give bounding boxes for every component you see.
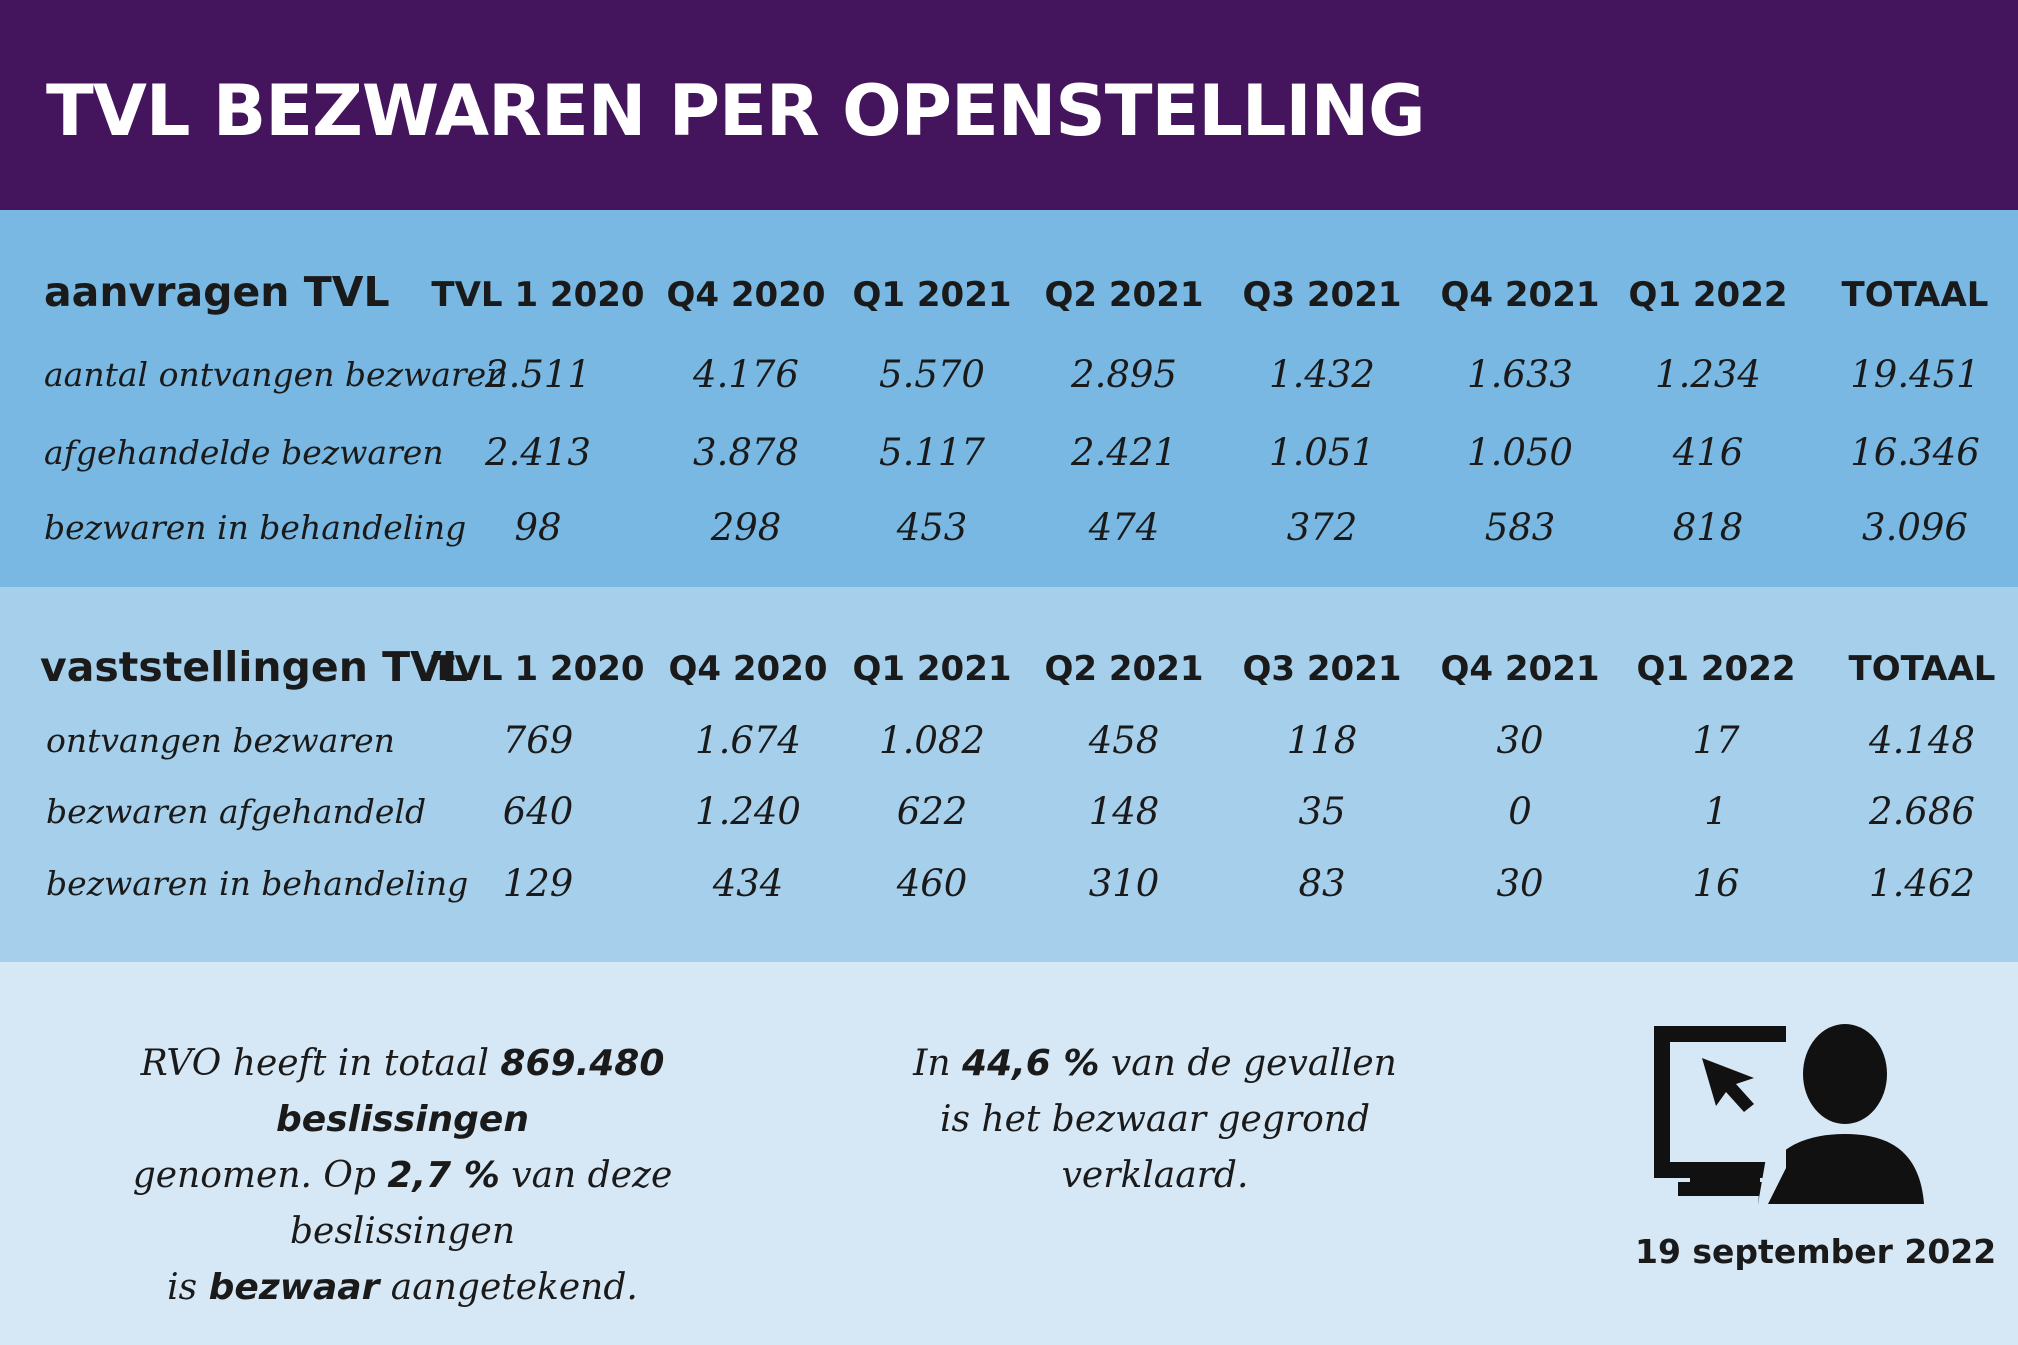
table-cell: 458: [1088, 719, 1160, 762]
column-header: Q3 2021: [1242, 275, 1402, 315]
table-cell: 1.082: [879, 719, 985, 762]
table-cell: 1.234: [1655, 353, 1761, 396]
table-cell: 310: [1088, 862, 1160, 905]
table-cell: 818: [1672, 506, 1744, 549]
summary-section: RVO heeft in totaal 869.480 beslissingen…: [0, 962, 2018, 1345]
table-cell: 769: [502, 719, 574, 762]
aanvragen-section: aanvragen TVL TVL 1 2020 Q4 2020 Q1 2021 Q2…: [0, 210, 2018, 587]
table-cell: 30: [1496, 719, 1544, 762]
table-cell: 4.176: [693, 353, 799, 396]
note-left-line-2: genomen. Op 2,7 % van deze beslissingen: [132, 1155, 673, 1252]
note-left-line-3: is bezwaar aangetekend.: [167, 1267, 638, 1308]
row-label: aantal ontvangen bezwaren: [44, 355, 508, 394]
column-header: Q4 2020: [666, 275, 826, 315]
table-cell: 640: [502, 790, 574, 833]
table-cell: 3.096: [1862, 506, 1968, 549]
table-cell: 17: [1692, 719, 1740, 762]
column-header: TOTAAL: [1841, 275, 1989, 315]
row-label: ontvangen bezwaren: [46, 721, 395, 760]
table-cell: 118: [1286, 719, 1358, 762]
table-cell: 148: [1088, 790, 1160, 833]
table-cell: 372: [1286, 506, 1358, 549]
column-header: Q3 2021: [1242, 649, 1402, 689]
table-cell: 2.413: [485, 431, 591, 474]
table-cell: 416: [1672, 431, 1744, 474]
summary-note-right: In 44,6 % van de gevallen is het bezwaar…: [855, 1036, 1455, 1204]
table-cell: 474: [1088, 506, 1160, 549]
column-header: Q1 2021: [852, 275, 1012, 315]
user-at-computer-icon: [1654, 1024, 1924, 1204]
table-cell: 453: [896, 506, 968, 549]
header-bar: TVL BEZWAREN PER OPENSTELLING: [0, 0, 2018, 210]
note-left-line-1: RVO heeft in totaal 869.480 beslissingen: [140, 1043, 665, 1140]
date-label: 19 september 2022: [1635, 1232, 1997, 1271]
row-label: bezwaren in behandeling: [44, 508, 467, 547]
table-cell: 35: [1298, 790, 1346, 833]
column-header: Q4 2021: [1440, 275, 1600, 315]
column-header: TVL 1 2020: [431, 649, 645, 689]
column-header: Q1 2022: [1628, 275, 1788, 315]
row-label: bezwaren afgehandeld: [46, 792, 427, 831]
table-cell: 5.570: [879, 353, 985, 396]
table-cell: 1.051: [1269, 431, 1375, 474]
table-cell: 1.462: [1869, 862, 1975, 905]
column-header: Q4 2020: [668, 649, 828, 689]
table-cell: 16: [1692, 862, 1740, 905]
column-header: Q4 2021: [1440, 649, 1600, 689]
column-header: Q1 2021: [852, 649, 1012, 689]
vaststellingen-section: vaststellingen TVL TVL 1 2020 Q4 2020 Q1 2…: [0, 587, 2018, 962]
page-title: TVL BEZWAREN PER OPENSTELLING: [46, 70, 1426, 152]
row-label: afgehandelde bezwaren: [44, 433, 444, 472]
table-cell: 2.511: [485, 353, 591, 396]
column-header: Q1 2022: [1636, 649, 1796, 689]
table-cell: 2.686: [1869, 790, 1975, 833]
column-header: TVL 1 2020: [431, 275, 645, 315]
table-cell: 2.895: [1071, 353, 1177, 396]
column-header: TOTAAL: [1848, 649, 1996, 689]
table-cell: 1.050: [1467, 431, 1573, 474]
column-header: Q2 2021: [1044, 275, 1204, 315]
table-cell: 1.674: [695, 719, 801, 762]
table-cell: 622: [896, 790, 968, 833]
aanvragen-title: aanvragen TVL: [44, 268, 390, 316]
table-cell: 0: [1508, 790, 1532, 833]
table-cell: 1.432: [1269, 353, 1375, 396]
table-cell: 83: [1298, 862, 1346, 905]
table-cell: 4.148: [1869, 719, 1975, 762]
table-cell: 16.346: [1850, 431, 1980, 474]
table-cell: 1.240: [695, 790, 801, 833]
table-cell: 1: [1704, 790, 1728, 833]
table-cell: 5.117: [879, 431, 985, 474]
column-header: Q2 2021: [1044, 649, 1204, 689]
summary-note-left: RVO heeft in totaal 869.480 beslissingen…: [40, 1036, 765, 1316]
note-right-line-1: In 44,6 % van de gevallen: [913, 1043, 1397, 1084]
table-cell: 298: [710, 506, 782, 549]
table-cell: 3.878: [693, 431, 799, 474]
table-cell: 30: [1496, 862, 1544, 905]
table-cell: 1.633: [1467, 353, 1573, 396]
table-cell: 583: [1484, 506, 1556, 549]
table-cell: 460: [896, 862, 968, 905]
table-cell: 129: [502, 862, 574, 905]
table-cell: 434: [712, 862, 784, 905]
note-right-line-2: is het bezwaar gegrond verklaard.: [939, 1099, 1371, 1196]
vaststellingen-title: vaststellingen TVL: [40, 643, 468, 691]
table-cell: 98: [514, 506, 562, 549]
table-cell: 2.421: [1071, 431, 1177, 474]
row-label: bezwaren in behandeling: [46, 864, 469, 903]
table-cell: 19.451: [1850, 353, 1980, 396]
